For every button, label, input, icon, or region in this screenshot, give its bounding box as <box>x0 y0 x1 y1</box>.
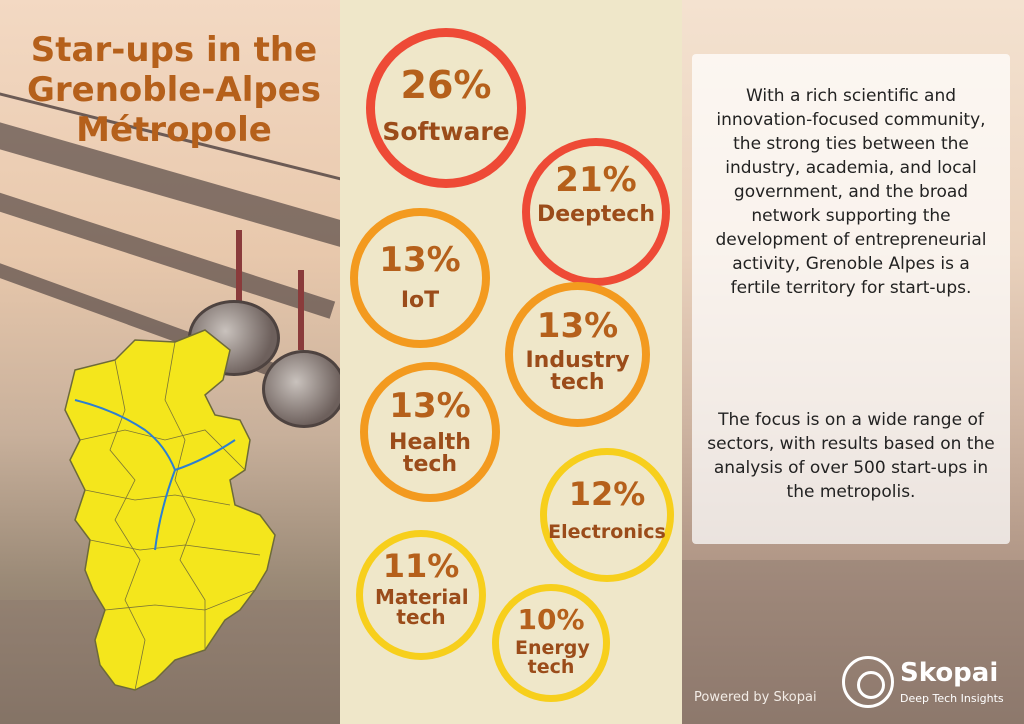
sector-percent: 26% <box>400 63 492 107</box>
sector-circle-energy-tech: 10% Energy tech <box>492 584 610 702</box>
sector-label: Energy tech <box>515 637 590 678</box>
sector-label: Health tech <box>389 430 471 477</box>
powered-by-text: Powered by Skopai <box>694 690 817 705</box>
sector-circle-iot: 13% IoT <box>350 208 490 348</box>
logo-name: Skopai <box>900 658 999 688</box>
left-panel: Star-ups in the Grenoble-Alpes Métropole <box>0 0 340 724</box>
cable-car-pod <box>262 350 340 428</box>
sector-percent: 21% <box>555 160 637 200</box>
logo-tagline: Deep Tech Insights <box>900 692 1004 705</box>
sector-circle-health-tech: 13% Health tech <box>360 362 500 502</box>
sector-label: Industry tech <box>525 348 630 395</box>
sector-circle-software: 26% Software <box>366 28 526 188</box>
info-box: With a rich scientific and innovation-fo… <box>692 54 1010 544</box>
skopai-logo: Skopai Deep Tech Insights <box>842 652 1022 714</box>
sector-circle-material-tech: 11% Material tech <box>356 530 486 660</box>
info-paragraph-1: With a rich scientific and innovation-fo… <box>715 86 987 298</box>
page-title: Star-ups in the Grenoble-Alpes Métropole <box>26 30 322 150</box>
sector-circle-industry-tech: 13% Industry tech <box>505 282 650 427</box>
info-paragraph-2: The focus is on a wide range of sectors,… <box>707 410 995 502</box>
sector-circle-deeptech: 21% Deeptech <box>522 138 670 286</box>
sector-percent: 11% <box>382 547 460 585</box>
pod-arm <box>236 230 242 310</box>
sector-label: Software <box>382 117 510 146</box>
skopai-logo-icon <box>842 656 894 708</box>
pod-arm <box>298 270 304 350</box>
sector-label: IoT <box>400 288 440 313</box>
sector-label: Material tech <box>375 585 469 629</box>
sector-percent: 13% <box>389 386 471 426</box>
sector-circle-electronics: 12% Electronics <box>540 448 674 582</box>
sector-percent: 13% <box>536 306 619 346</box>
sector-percent: 12% <box>568 475 646 513</box>
sector-percent: 10% <box>517 603 585 636</box>
sector-percent: 13% <box>379 240 461 280</box>
sector-label: Electronics <box>548 521 666 543</box>
metropole-map-icon <box>64 329 276 691</box>
sector-label: Deeptech <box>537 202 655 227</box>
